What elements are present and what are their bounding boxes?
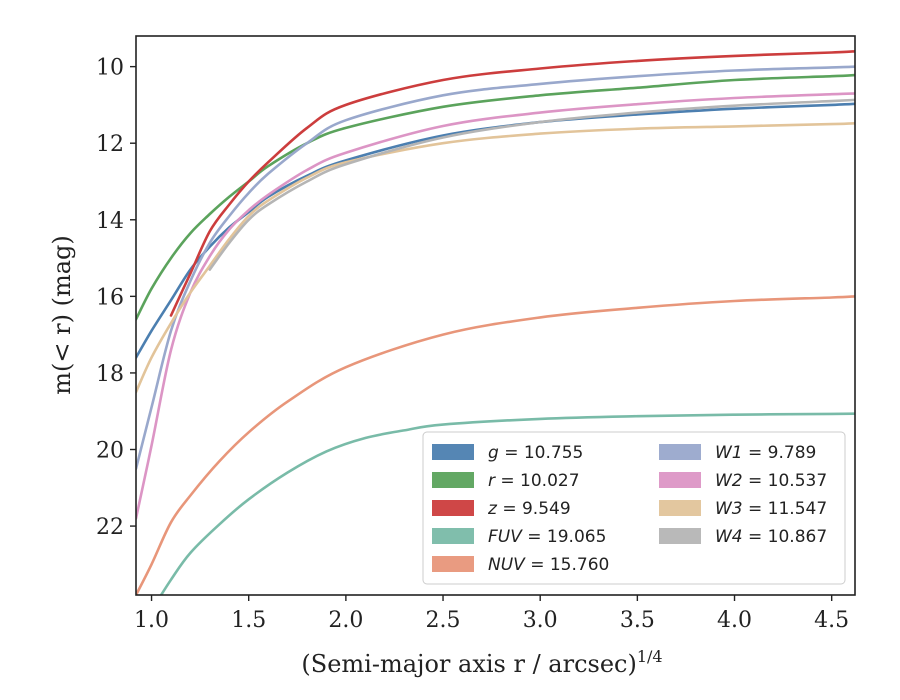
y-axis-ticks: 10 12 14 16 18 20 22 xyxy=(96,56,136,540)
y-tick-label: 16 xyxy=(96,285,124,310)
series-line-g xyxy=(136,102,855,359)
legend-swatch-r xyxy=(432,472,474,488)
x-tick-label: 1.5 xyxy=(231,608,266,633)
plot-frame xyxy=(135,35,856,596)
y-tick-label: 20 xyxy=(96,439,124,464)
y-tick-label: 18 xyxy=(96,362,124,387)
legend-label-nuv: NUV = 15.760 xyxy=(488,555,609,575)
legend-box xyxy=(422,431,846,585)
legend-swatch-w1 xyxy=(659,444,701,460)
legend-label-w1: W1 = 9.789 xyxy=(715,443,816,463)
series-line-nuv xyxy=(136,295,855,595)
series-lines xyxy=(136,50,855,595)
legend-label-r: r = 10.027 xyxy=(488,471,580,491)
y-tick-label: 10 xyxy=(96,56,124,81)
x-axis-label: (Semi-major axis r / arcsec)1/4 xyxy=(301,647,662,678)
x-tick-label: 2.0 xyxy=(328,608,363,633)
series-line-w2 xyxy=(136,92,855,520)
legend-swatch-nuv xyxy=(432,556,474,572)
series-line-w3 xyxy=(136,122,855,394)
x-tick-label: 3.0 xyxy=(523,608,558,633)
x-tick-label: 4.0 xyxy=(717,608,752,633)
series-line-z xyxy=(169,50,855,317)
y-tick-label: 12 xyxy=(96,132,124,157)
legend: g = 10.755 r = 10.027 z = 9.549 FUV = 19.06… xyxy=(422,431,846,585)
y-tick-label: 22 xyxy=(96,515,124,540)
legend-swatch-g xyxy=(432,444,474,460)
x-tick-label: 2.5 xyxy=(426,608,461,633)
legend-label-w4: W4 = 10.867 xyxy=(715,527,827,547)
x-axis-ticks: 1.0 1.5 2.0 2.5 3.0 3.5 4.0 4.5 xyxy=(134,595,849,633)
legend-label-g: g = 10.755 xyxy=(488,443,583,463)
y-axis-label: m(< r) (mag) xyxy=(48,235,76,394)
x-tick-label: 3.5 xyxy=(620,608,655,633)
legend-swatch-fuv xyxy=(432,528,474,544)
legend-label-fuv: FUV = 19.065 xyxy=(488,527,606,547)
series-line-fuv xyxy=(159,412,855,595)
legend-swatch-w2 xyxy=(659,472,701,488)
series-line-w1 xyxy=(136,65,855,470)
legend-swatch-w4 xyxy=(659,528,701,544)
x-tick-label: 4.5 xyxy=(814,608,849,633)
legend-label-w3: W3 = 11.547 xyxy=(715,499,827,519)
legend-label-z: z = 9.549 xyxy=(487,499,571,519)
legend-swatch-w3 xyxy=(659,500,701,516)
legend-label-w2: W2 = 10.537 xyxy=(715,471,827,491)
series-line-w4 xyxy=(208,98,855,271)
y-tick-label: 14 xyxy=(96,209,124,234)
x-tick-label: 1.0 xyxy=(134,608,169,633)
legend-swatch-z xyxy=(432,500,474,516)
